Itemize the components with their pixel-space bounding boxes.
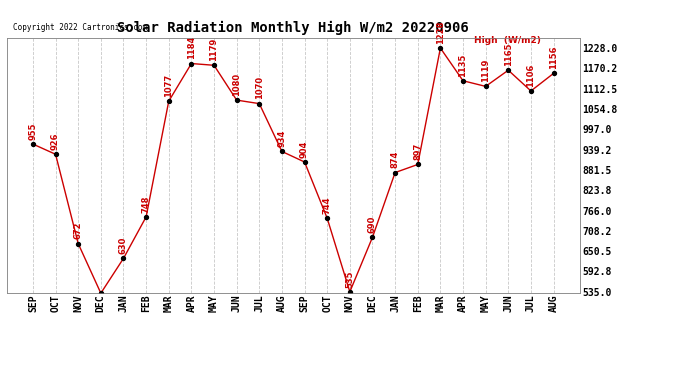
Point	[299, 159, 310, 165]
Point	[28, 141, 39, 147]
Point	[208, 62, 219, 68]
Text: 1228: 1228	[436, 21, 445, 44]
Point	[480, 83, 491, 89]
Text: 672: 672	[74, 222, 83, 240]
Title: Solar Radiation Monthly High W/m2 20220906: Solar Radiation Monthly High W/m2 202209…	[117, 21, 469, 35]
Point	[118, 255, 129, 261]
Text: 1077: 1077	[164, 74, 173, 97]
Point	[141, 214, 152, 220]
Text: 1156: 1156	[549, 46, 558, 69]
Text: 1070: 1070	[255, 76, 264, 99]
Text: High  (W/m2): High (W/m2)	[474, 36, 541, 45]
Text: 926: 926	[51, 133, 60, 150]
Point	[231, 97, 242, 103]
Text: 874: 874	[391, 151, 400, 168]
Point	[548, 70, 559, 76]
Text: 897: 897	[413, 143, 422, 160]
Text: 744: 744	[323, 196, 332, 214]
Point	[503, 67, 514, 73]
Text: 531: 531	[0, 374, 1, 375]
Point	[390, 170, 401, 176]
Text: 748: 748	[141, 195, 150, 213]
Text: 1165: 1165	[504, 42, 513, 66]
Text: 955: 955	[28, 122, 37, 140]
Point	[344, 289, 355, 295]
Text: 1106: 1106	[526, 63, 535, 87]
Point	[164, 98, 175, 104]
Point	[412, 162, 423, 168]
Point	[367, 234, 378, 240]
Text: 690: 690	[368, 216, 377, 233]
Text: 1184: 1184	[187, 36, 196, 59]
Text: 1135: 1135	[459, 53, 468, 76]
Text: 535: 535	[345, 270, 355, 288]
Point	[525, 88, 536, 94]
Text: 1179: 1179	[210, 38, 219, 61]
Point	[186, 60, 197, 66]
Text: 904: 904	[300, 141, 309, 158]
Point	[457, 78, 469, 84]
Point	[322, 215, 333, 221]
Point	[50, 151, 61, 157]
Text: Copyright 2022 Cartronics.com: Copyright 2022 Cartronics.com	[12, 23, 147, 32]
Point	[254, 100, 265, 106]
Point	[435, 45, 446, 51]
Text: 630: 630	[119, 237, 128, 254]
Text: 1080: 1080	[232, 73, 241, 96]
Point	[72, 241, 83, 247]
Point	[95, 290, 106, 296]
Text: 934: 934	[277, 130, 286, 147]
Text: 1119: 1119	[481, 59, 490, 82]
Point	[277, 148, 288, 154]
